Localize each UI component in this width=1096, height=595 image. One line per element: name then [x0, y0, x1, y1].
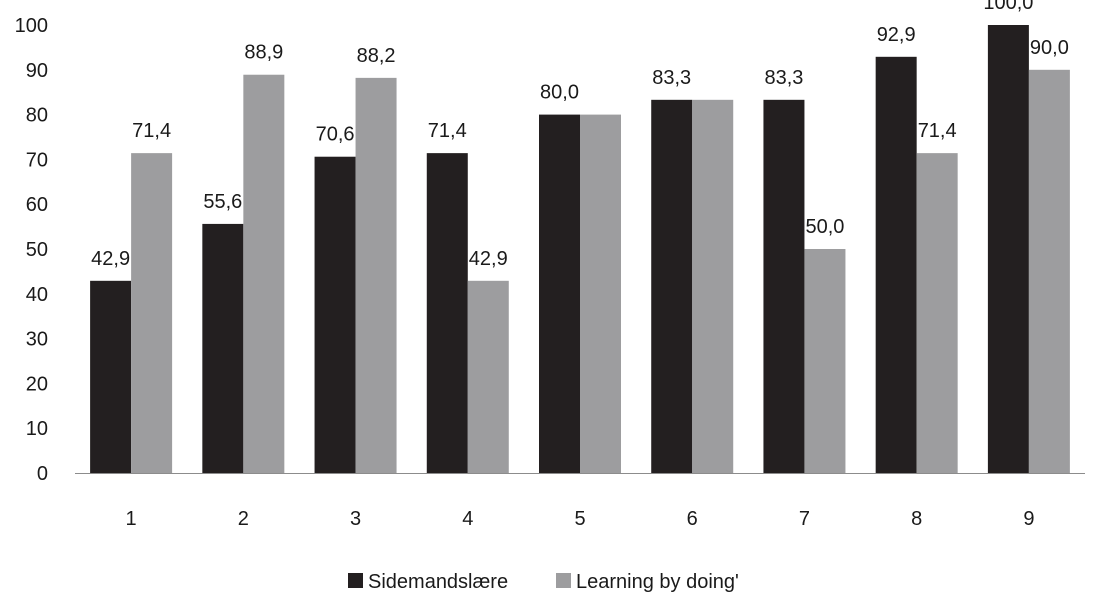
- bar-series-1: [987, 25, 1029, 473]
- data-label: 90,0: [1030, 37, 1069, 59]
- x-tick-label: 7: [799, 508, 810, 530]
- bar-series-1: [651, 99, 693, 473]
- y-axis-ticks: 0 10 20 30 40 50 60 70 80 90 100: [15, 15, 48, 485]
- legend: Sidemandslære Learning by doing': [348, 571, 739, 593]
- x-tick-label: 1: [126, 508, 137, 530]
- bar-series-2: [580, 114, 621, 473]
- data-label: 71,4: [918, 120, 957, 142]
- bar-series-2: [243, 74, 285, 473]
- y-tick-label: 0: [37, 463, 48, 485]
- x-tick-label: 4: [462, 508, 473, 530]
- legend-label: Sidemandslære: [368, 571, 508, 593]
- y-tick-label: 30: [26, 329, 48, 351]
- x-axis-ticks: 1 2 3 4 5 6 7 8 9: [126, 508, 1035, 530]
- x-tick-label: 5: [574, 508, 585, 530]
- data-label: 83,3: [764, 67, 803, 89]
- bars: [90, 25, 1070, 474]
- y-tick-label: 60: [26, 194, 48, 216]
- y-tick-label: 50: [26, 239, 48, 261]
- x-tick-label: 6: [687, 508, 698, 530]
- bar-series-1: [90, 280, 132, 473]
- y-tick-label: 70: [26, 149, 48, 171]
- bar-series-2: [467, 280, 509, 473]
- data-label: 42,9: [469, 248, 508, 270]
- bar-series-2: [1028, 69, 1070, 474]
- y-tick-label: 10: [26, 418, 48, 440]
- y-tick-label: 80: [26, 105, 48, 127]
- data-label: 80,0: [540, 82, 579, 104]
- legend-label: Learning by doing': [576, 571, 739, 593]
- data-label: 71,4: [428, 120, 467, 142]
- bar-series-2: [804, 249, 846, 473]
- data-label: 70,6: [316, 124, 355, 146]
- legend-swatch-1: [348, 573, 363, 588]
- bar-series-2: [692, 99, 734, 473]
- bar-series-1: [202, 223, 244, 473]
- y-tick-label: 90: [26, 60, 48, 82]
- bar-series-1: [314, 156, 356, 473]
- data-label: 88,2: [357, 45, 396, 67]
- bar-series-1: [875, 56, 917, 474]
- bar-series-1: [763, 99, 805, 473]
- data-label: 92,9: [877, 24, 916, 46]
- data-label: 100,0: [983, 0, 1033, 14]
- data-label: 71,4: [132, 120, 171, 142]
- bar-series-2: [355, 77, 397, 473]
- y-tick-label: 20: [26, 373, 48, 395]
- x-tick-label: 2: [238, 508, 249, 530]
- y-tick-label: 100: [15, 15, 48, 37]
- y-tick-label: 40: [26, 284, 48, 306]
- x-tick-label: 3: [350, 508, 361, 530]
- data-label: 42,9: [91, 248, 130, 270]
- data-label: 88,9: [244, 42, 283, 64]
- bar-series-1: [426, 153, 468, 474]
- data-label: 50,0: [805, 216, 844, 238]
- data-labels: 42,9 71,4 55,6 88,9 70,6 88,2 71,4 42,9 80,0 83,3…: [91, 0, 1069, 270]
- x-tick-label: 9: [1023, 508, 1034, 530]
- data-label: 55,6: [203, 191, 242, 213]
- x-tick-label: 8: [911, 508, 922, 530]
- legend-swatch-2: [556, 573, 571, 588]
- bar-series-2: [131, 153, 173, 474]
- data-label: 83,3: [652, 67, 691, 89]
- bar-series-1: [539, 114, 580, 473]
- bar-series-2: [916, 153, 958, 474]
